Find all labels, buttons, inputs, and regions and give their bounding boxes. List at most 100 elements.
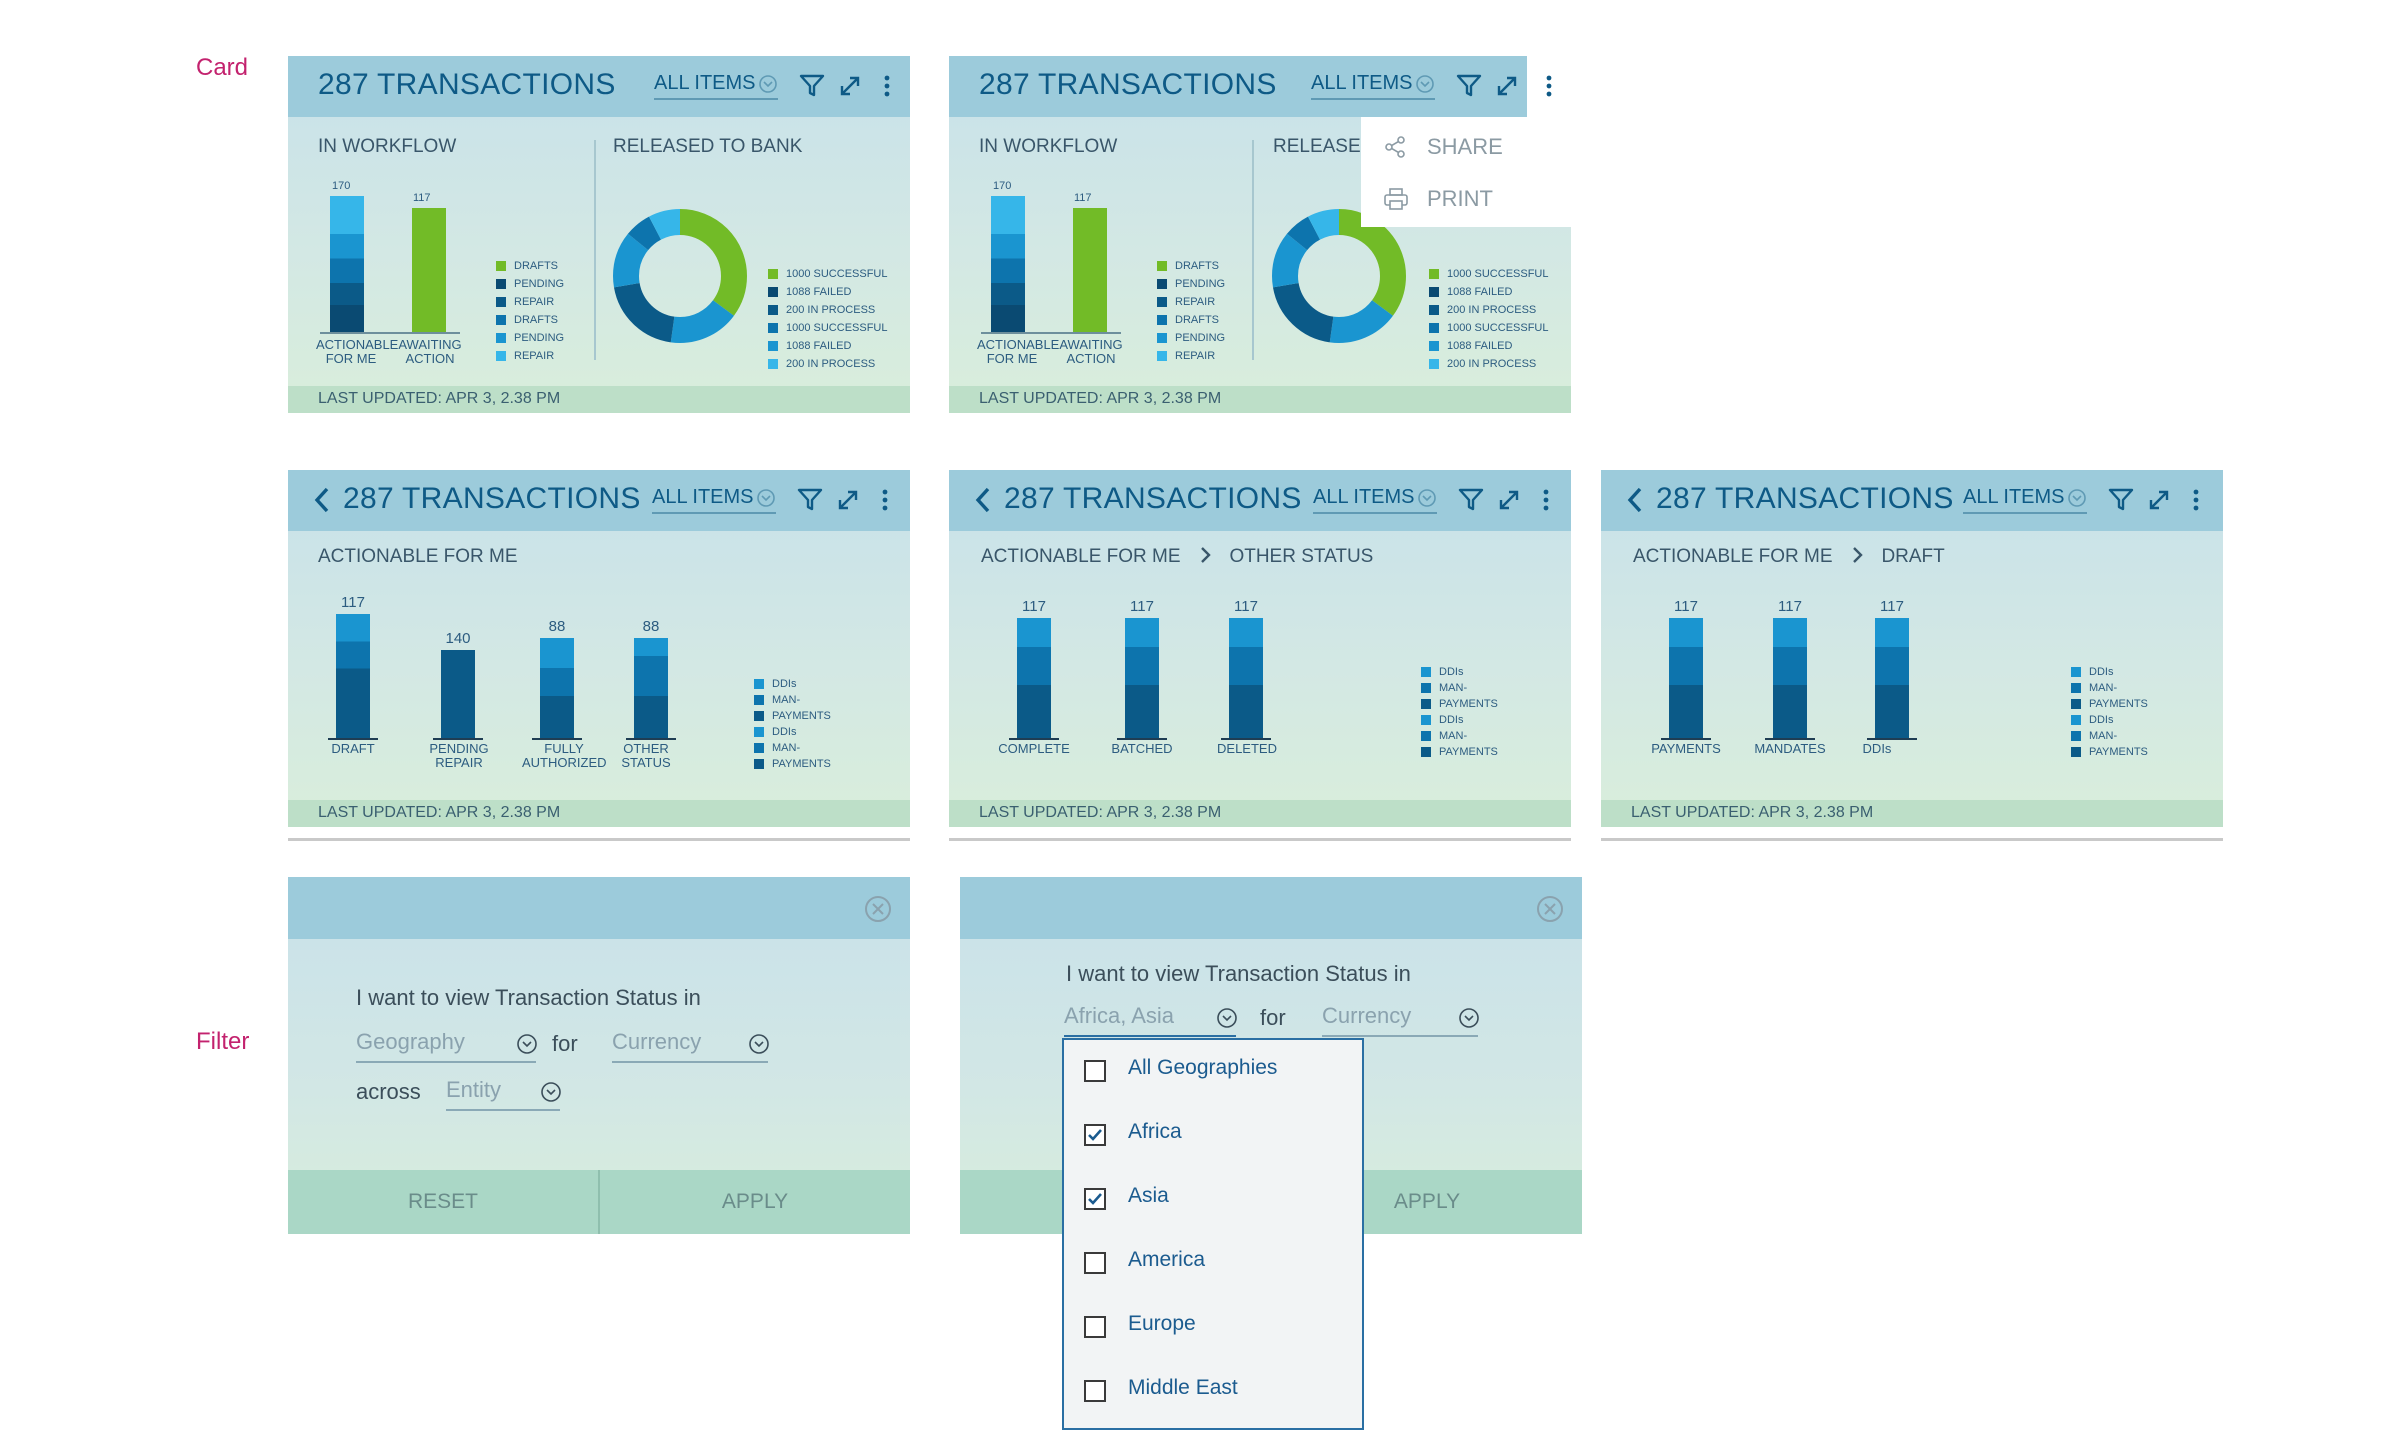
expand-icon[interactable] — [836, 72, 864, 100]
card-footer: LAST UPDATED: APR 3, 2.38 PM — [949, 386, 1571, 413]
entity-select[interactable]: Entity — [446, 1077, 561, 1111]
geography-select[interactable]: Geography — [356, 1029, 537, 1063]
expand-icon[interactable] — [834, 486, 862, 514]
checkbox-checked-icon[interactable] — [1084, 1188, 1106, 1210]
released-donut-chart[interactable] — [1269, 206, 1409, 346]
bar-fully-authorized[interactable] — [540, 638, 574, 738]
more-vertical-icon[interactable] — [2182, 486, 2210, 514]
card-footer: LAST UPDATED: APR 3, 2.38 PM — [949, 800, 1571, 827]
bar-actionable[interactable] — [330, 196, 364, 332]
bar-deleted[interactable] — [1229, 618, 1263, 738]
geography-option[interactable]: Middle East — [1064, 1360, 1362, 1424]
currency-select[interactable]: Currency — [1322, 1003, 1479, 1037]
back-chevron-icon[interactable] — [971, 484, 995, 516]
bar-payments[interactable] — [1669, 618, 1703, 738]
menu-item-print[interactable]: PRINT — [1361, 175, 1571, 219]
filter-icon[interactable] — [1457, 486, 1485, 514]
checkbox-checked-icon[interactable] — [1084, 1124, 1106, 1146]
filter-panel: I want to view Transaction Status in Geo… — [288, 877, 910, 1234]
more-vertical-icon[interactable] — [871, 486, 899, 514]
legend-item: MAN- — [754, 742, 800, 754]
filter-actions: RESET APPLY — [288, 1170, 910, 1234]
released-donut-chart[interactable] — [610, 206, 750, 346]
last-updated: LAST UPDATED: APR 3, 2.38 PM — [1631, 804, 1874, 821]
legend-item: 1000 SUCCESSFUL — [1429, 268, 1549, 280]
bar-ddis[interactable] — [1875, 618, 1909, 738]
geography-option[interactable]: Africa — [1064, 1104, 1362, 1168]
breadcrumb-item[interactable]: ACTIONABLE FOR ME — [1633, 546, 1833, 567]
legend-item: REPAIR — [496, 296, 554, 308]
bar-category: ACTIONABLE FOR ME — [977, 337, 1060, 366]
axis-line — [532, 738, 582, 740]
legend-item: PAYMENTS — [754, 758, 831, 770]
currency-select[interactable]: Currency — [612, 1029, 769, 1063]
bar-mandates[interactable] — [1773, 618, 1807, 738]
legend-item: 200 IN PROCESS — [1429, 304, 1536, 316]
filter-sentence: I want to view Transaction Status in — [356, 985, 701, 1010]
option-label: America — [1128, 1248, 1206, 1271]
axis-line — [1765, 738, 1815, 740]
breadcrumb: ACTIONABLE FOR ME — [318, 546, 518, 567]
geography-option[interactable]: America — [1064, 1232, 1362, 1296]
legend-item: DRAFTS — [1157, 314, 1219, 326]
bar-pending-repair[interactable] — [441, 650, 475, 738]
last-updated: LAST UPDATED: APR 3, 2.38 PM — [979, 390, 1222, 407]
close-circle-icon[interactable] — [864, 895, 892, 923]
card-underline — [1601, 838, 2223, 841]
expand-icon[interactable] — [2145, 486, 2173, 514]
geography-option[interactable]: Europe — [1064, 1296, 1362, 1360]
bar-actionable[interactable] — [991, 196, 1025, 332]
checkbox-unchecked-icon[interactable] — [1084, 1252, 1106, 1274]
expand-icon[interactable] — [1495, 486, 1523, 514]
more-vertical-icon[interactable] — [1535, 72, 1563, 100]
bar-complete[interactable] — [1017, 618, 1051, 738]
back-chevron-icon[interactable] — [310, 484, 334, 516]
all-items-dropdown[interactable]: ALL ITEMS — [654, 72, 778, 100]
bar-value: 140 — [445, 630, 471, 647]
chevron-right-icon — [1853, 547, 1863, 563]
menu-item-share[interactable]: SHARE — [1361, 123, 1571, 167]
breadcrumb-item[interactable]: ACTIONABLE FOR ME — [981, 546, 1181, 567]
bar-awaiting[interactable] — [412, 208, 446, 332]
bar-category: ACTIONABLE FOR ME — [316, 337, 399, 366]
all-items-dropdown[interactable]: ALL ITEMS — [1963, 486, 2087, 514]
axis-line — [1117, 738, 1167, 740]
checkbox-unchecked-icon[interactable] — [1084, 1060, 1106, 1082]
more-vertical-icon[interactable] — [873, 72, 901, 100]
transactions-card-draft: 287 TRANSACTIONS ALL ITEMS ACTIONABLE FO… — [1601, 470, 2223, 841]
filter-icon[interactable] — [2107, 486, 2135, 514]
filter-icon[interactable] — [796, 486, 824, 514]
all-items-dropdown[interactable]: ALL ITEMS — [1311, 72, 1435, 100]
all-items-dropdown[interactable]: ALL ITEMS — [1313, 486, 1437, 514]
axis-line — [1221, 738, 1271, 740]
axis-line — [981, 332, 1121, 334]
filter-icon[interactable] — [1455, 72, 1483, 100]
bar-awaiting[interactable] — [1073, 208, 1107, 332]
expand-icon[interactable] — [1493, 72, 1521, 100]
close-circle-icon[interactable] — [1536, 895, 1564, 923]
geography-option[interactable]: All Geographies — [1064, 1040, 1362, 1104]
more-vertical-icon[interactable] — [1532, 486, 1560, 514]
back-chevron-icon[interactable] — [1623, 484, 1647, 516]
bar-draft[interactable] — [336, 614, 370, 738]
all-items-dropdown[interactable]: ALL ITEMS — [652, 486, 776, 514]
apply-button[interactable]: APPLY — [721, 1190, 789, 1213]
apply-button[interactable]: APPLY — [1393, 1190, 1461, 1213]
bar-batched[interactable] — [1125, 618, 1159, 738]
entity-select-value: Entity — [446, 1077, 502, 1102]
checkbox-unchecked-icon[interactable] — [1084, 1316, 1106, 1338]
transactions-card-menu-open: 287 TRANSACTIONS ALL ITEMS IN WORKFLOW R… — [949, 56, 1571, 413]
axis-line — [433, 738, 483, 740]
checkbox-unchecked-icon[interactable] — [1084, 1380, 1106, 1402]
card-title: 287 TRANSACTIONS — [1004, 482, 1302, 515]
filter-icon[interactable] — [798, 72, 826, 100]
legend-item: PENDING — [1157, 332, 1225, 344]
bar-category: AWAITING ACTION — [398, 337, 462, 366]
transactions-card-overview: 287 TRANSACTIONS ALL ITEMS IN WORKFLOW R… — [288, 56, 910, 413]
geography-option[interactable]: Asia — [1064, 1168, 1362, 1232]
reset-button[interactable]: RESET — [407, 1190, 478, 1213]
geography-select[interactable]: Africa, Asia — [1064, 1003, 1237, 1037]
legend-item: 1000 SUCCESSFUL — [768, 322, 888, 334]
filter-section-label: Filter — [196, 1028, 250, 1055]
bar-other-status[interactable] — [634, 638, 668, 738]
